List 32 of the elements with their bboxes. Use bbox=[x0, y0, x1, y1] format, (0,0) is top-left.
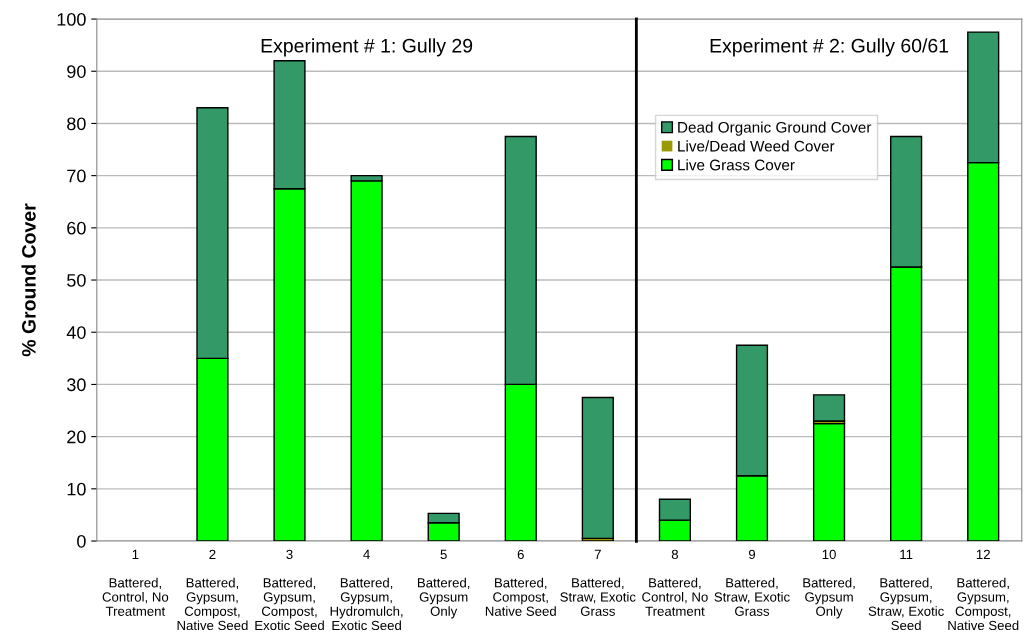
y-tick-label: 20 bbox=[67, 430, 86, 444]
category-label: 5 Battered, Gypsum Only bbox=[417, 549, 470, 619]
y-tick-label: 50 bbox=[67, 273, 86, 287]
text: Experiment # 2: Gully 60/61 bbox=[710, 38, 949, 57]
category-label: 9 Battered, Straw, Exotic Grass bbox=[714, 549, 790, 616]
y-tick-label: 90 bbox=[67, 65, 86, 78]
bar bbox=[812, 422, 846, 542]
category-label: 7 Battered, Straw, Exotic Grass bbox=[560, 549, 636, 616]
y-tick-label: 30 bbox=[67, 378, 86, 392]
category-label: 11 Battered, Gypsum, Straw, Exotic Seed bbox=[868, 549, 944, 631]
category-label: 3 Battered, Gypsum, Compost, Exotic Seed bbox=[255, 549, 324, 631]
y-tick-label: 10 bbox=[67, 482, 86, 496]
category-label: 1 Battered, Control, No Treatment bbox=[102, 549, 169, 616]
y-tick-label: 100 bbox=[57, 12, 86, 26]
y-tick-label: 0 bbox=[77, 534, 86, 548]
category-label: 12 Battered, Gypsum, Compost, Native Seed bbox=[948, 549, 1019, 631]
bar bbox=[812, 394, 846, 422]
legend-label: Live Grass Cover bbox=[678, 159, 795, 171]
bar bbox=[581, 396, 614, 540]
category-label: 2 Battered, Gypsum, Compost, Native Seed bbox=[177, 549, 248, 631]
y-tick-label: 60 bbox=[67, 221, 86, 235]
category-label: 6 Battered, Compost, Native Seed bbox=[485, 549, 556, 616]
y-axis-title: % Ground Cover bbox=[21, 203, 36, 357]
category-label: 8 Battered, Control, No Treatment bbox=[642, 549, 708, 616]
category-label: 4 Battered, Gypsum, Hydromulch, Exotic Seed bbox=[330, 549, 403, 631]
y-tick-label: 40 bbox=[66, 326, 86, 339]
y-tick-label: 80 bbox=[67, 117, 86, 131]
legend-label: Live/Dead Weed Cover bbox=[678, 140, 835, 152]
category-label: 10 Battered, Gypsum Only bbox=[803, 549, 855, 619]
legend-label: Dead Organic Ground Cover bbox=[678, 121, 872, 136]
y-tick-label: 70 bbox=[67, 169, 86, 183]
text: Experiment # 1: Gully 29 bbox=[261, 38, 473, 57]
